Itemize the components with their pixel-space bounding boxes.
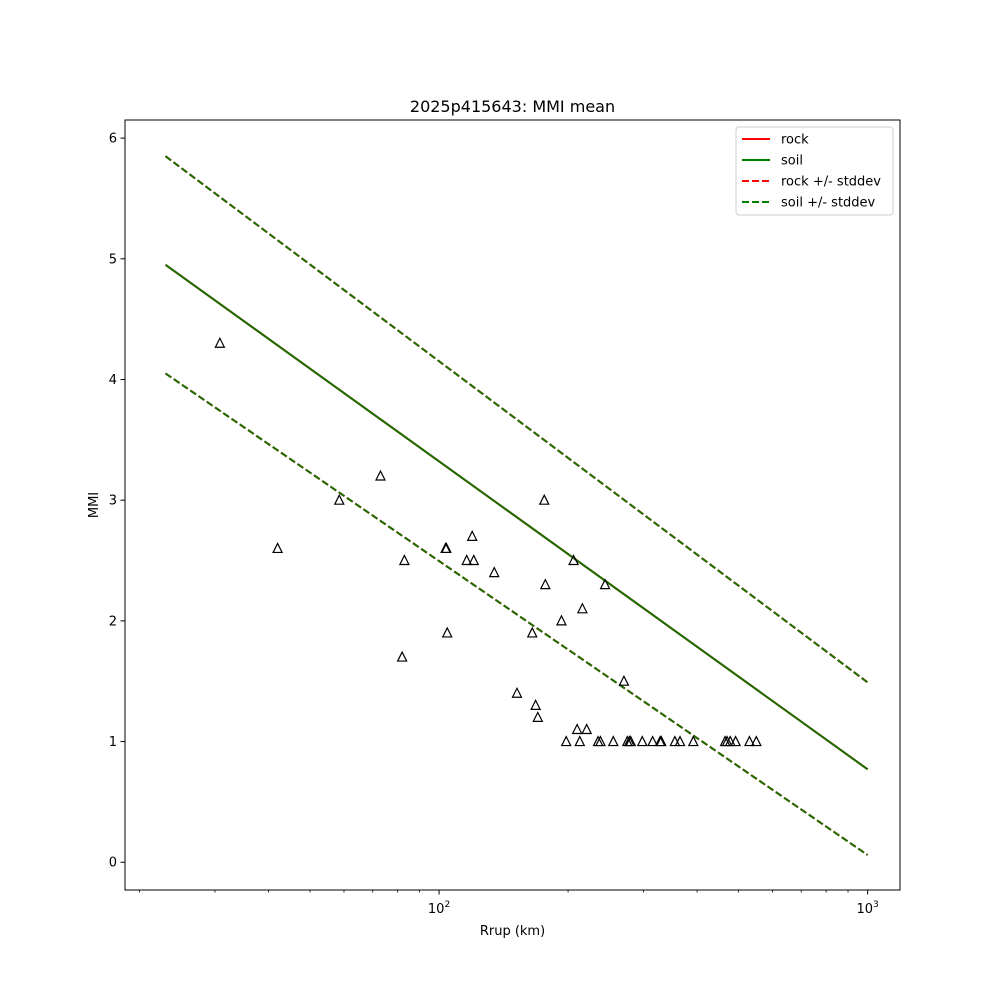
legend-label: rock +/- stddev	[781, 175, 881, 190]
observation-point	[625, 735, 637, 747]
observation-point	[674, 735, 686, 747]
observation-point	[568, 554, 580, 566]
observation-point	[530, 698, 542, 710]
observation-point	[398, 554, 410, 566]
series-line-soil-stddev-5	[164, 372, 869, 856]
y-tick-label: 5	[109, 252, 117, 267]
y-tick-label: 6	[109, 132, 117, 147]
y-tick-label: 3	[109, 494, 117, 509]
observation-point	[571, 723, 583, 735]
observation-point	[441, 626, 453, 638]
observation-point	[730, 735, 742, 747]
observation-point	[750, 735, 762, 747]
y-axis: 0 1 2 3 4 5 6	[109, 132, 125, 871]
observation-point	[333, 493, 345, 505]
observation-point	[488, 566, 500, 578]
observation-point	[599, 578, 611, 590]
observation-point	[375, 469, 386, 481]
chart-title: 2025p415643: MMI mean	[410, 97, 615, 116]
legend-label: soil +/- stddev	[781, 196, 876, 211]
observation-point	[511, 686, 523, 698]
observation-point	[214, 336, 226, 348]
observation-point	[687, 735, 699, 747]
series-line-soil-stddev-4	[164, 155, 869, 684]
y-axis-label: MMI	[87, 492, 102, 518]
plot-frame	[124, 119, 901, 891]
legend: rock soil rock +/- stddev soil +/- stddev	[735, 126, 894, 216]
observation-point	[576, 602, 588, 614]
legend-label: rock	[781, 133, 809, 148]
observation-point	[607, 735, 619, 747]
observation-point	[636, 735, 648, 747]
observation-point	[272, 542, 284, 554]
legend-box	[735, 126, 894, 216]
x-tick-label: 103	[856, 900, 878, 917]
x-axis-label: Rrup (km)	[480, 924, 545, 939]
observation-point	[655, 735, 667, 747]
observation-point	[647, 735, 659, 747]
observation-point	[618, 674, 630, 686]
observation-point	[468, 554, 480, 566]
observation-point	[581, 723, 593, 735]
observation-point	[440, 542, 452, 554]
series-line-soil-1	[164, 264, 869, 771]
observation-point	[466, 530, 478, 541]
observation-point	[539, 578, 551, 590]
observation-point	[526, 626, 538, 638]
legend-label: soil	[781, 154, 803, 169]
observation-point	[538, 493, 550, 505]
x-axis: 102 103	[139, 890, 879, 917]
observation-point	[594, 735, 606, 747]
y-tick-label: 1	[109, 735, 117, 750]
y-tick-label: 4	[109, 373, 117, 388]
observation-point	[532, 711, 544, 723]
observation-point	[574, 735, 586, 747]
observation-point	[461, 554, 473, 566]
x-tick-label: 102	[428, 900, 450, 917]
y-tick-label: 0	[109, 856, 117, 871]
observation-point	[560, 735, 572, 747]
observation-point	[555, 614, 567, 626]
plot-content	[164, 155, 869, 856]
y-tick-label: 2	[109, 614, 117, 629]
observation-point	[724, 735, 736, 747]
observation-point	[743, 735, 755, 747]
observation-point	[396, 650, 408, 662]
